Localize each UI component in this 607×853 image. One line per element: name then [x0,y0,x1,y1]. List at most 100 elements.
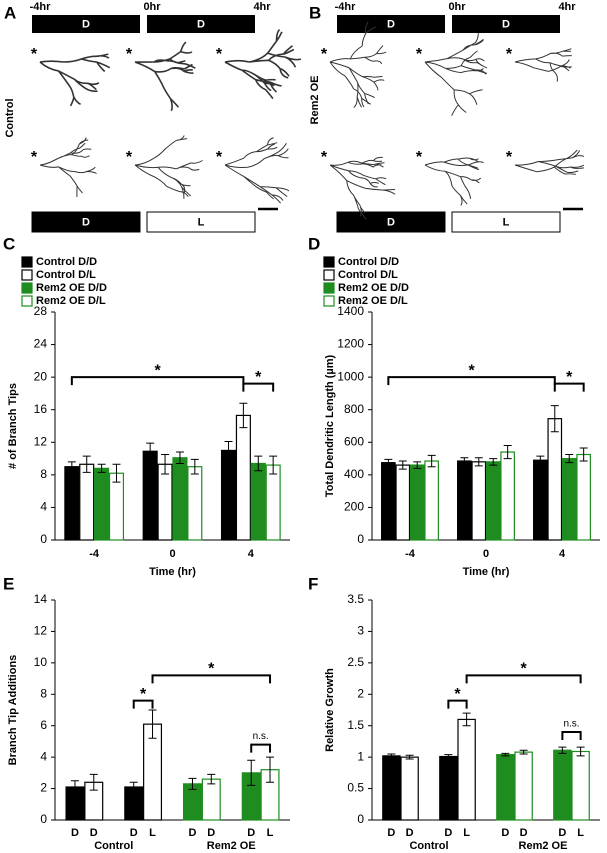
x-axis-label: Time (hr) [149,566,196,578]
error-bar [207,773,216,785]
bar [457,460,472,541]
legend-swatch [323,269,335,281]
y-tick-label: 0 [40,532,47,546]
x-tick-label: D [90,827,98,839]
time-label: -4hr [335,1,357,13]
cell-marker: * [321,46,328,63]
error-bar [503,445,512,460]
bar [395,464,411,541]
legend-label: Control D/D [338,256,399,268]
condition-bar [147,15,255,33]
cell-marker: * [416,149,423,166]
condition-bar [337,15,445,33]
condition-label: D [502,18,510,30]
error-bar [558,746,567,754]
y-tick-label: 1200 [337,337,364,351]
y-tick-label: 1400 [337,304,364,318]
y-tick-label: 6 [40,718,47,732]
error-bar [254,455,263,472]
legend-swatch [21,269,33,281]
error-bar [190,458,199,475]
bar [553,749,572,821]
cell-marker: * [216,149,223,166]
dendrite [224,137,290,204]
x-tick-label: D [387,827,395,839]
cell-marker: * [321,149,328,166]
significance-label: * [140,686,147,703]
group-label: Control [94,840,133,852]
error-bar [67,461,76,473]
row-label: Rem2 OE [309,76,321,125]
x-tick-label: D [444,827,452,839]
condition-bar [452,15,560,33]
cell-marker: * [416,46,423,63]
x-tick-label: 4 [559,548,566,560]
error-bar [112,463,121,483]
cell-marker: * [506,149,513,166]
x-tick-label: D [406,827,414,839]
bar [235,414,251,541]
dendrite [514,48,572,82]
y-tick-label: 14 [34,592,48,606]
condition-label: D [197,18,205,30]
error-bar [501,752,510,757]
legend-swatch [21,282,33,294]
significance-label: * [454,686,461,703]
x-tick-label: 4 [248,548,255,560]
x-tick-label: D [188,827,196,839]
dendrite [424,33,488,116]
condition-bar [146,211,256,233]
x-tick-label: L [149,827,156,839]
dendrite [424,157,484,206]
bar [400,756,419,821]
error-bar [239,402,248,429]
x-tick-label: 0 [169,548,175,560]
error-bar [405,754,414,760]
bar [250,462,266,541]
legend-label: Control D/D [36,256,97,268]
significance-bracket [242,382,275,392]
dendrite [134,135,203,199]
x-tick-label: L [463,827,470,839]
x-tick-label: D [520,827,528,839]
dendrite [329,156,396,220]
y-tick-label: 12 [34,434,48,448]
y-tick-label: 10 [34,655,48,669]
condition-label: D [387,216,395,228]
y-tick-label: 0 [40,812,47,826]
panel-letter: F [308,574,318,593]
error-bar [148,709,157,739]
error-bar [427,454,436,468]
bar [142,450,158,541]
x-tick-label: D [207,827,215,839]
panel-letter: D [308,234,320,253]
bar [220,449,237,541]
condition-label: L [503,216,510,228]
significance-bracket [70,376,245,386]
group-label: Rem2 OE [519,840,568,852]
error-bar [576,746,585,757]
dendrite [329,21,387,108]
error-bar [175,451,184,464]
bar [108,472,125,541]
panel-letter: A [4,3,16,22]
bar [514,751,533,821]
bar [561,457,577,541]
panel-letter: B [309,3,321,22]
condition-label: D [387,18,395,30]
error-bar [489,458,498,466]
error-bar [398,460,407,470]
significance-bracket [151,674,272,684]
bar [265,464,281,541]
legend-label: Rem2 OE D/L [338,295,408,307]
dendrite [224,29,302,100]
bar [64,466,80,541]
error-bar [70,780,79,794]
condition-label: D [82,18,90,30]
error-bar [384,458,393,467]
y-axis-label: Branch Tip Additions [7,655,19,766]
legend-swatch [21,295,33,307]
error-bar [550,405,559,433]
y-tick-label: 28 [34,304,48,318]
